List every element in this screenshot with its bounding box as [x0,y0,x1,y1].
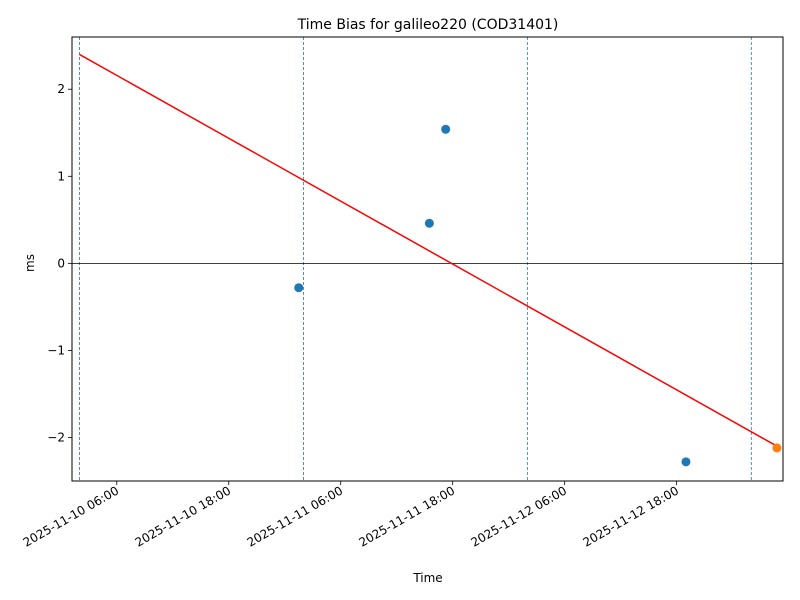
data-point [441,124,451,134]
data-point [681,457,691,467]
y-tick-label: 0 [57,256,65,270]
trend-line [79,53,778,447]
y-tick-label: −2 [47,430,65,444]
y-axis-label: ms [23,254,37,272]
y-tick-label: 1 [57,169,65,183]
data-point [424,218,434,228]
plot-area [72,37,783,481]
y-tick-label: 2 [57,82,65,96]
y-tick-label: −1 [47,343,65,357]
chart-title: Time Bias for galileo220 (COD31401) [297,17,559,33]
data-point [772,443,782,453]
x-axis-label: Time [412,571,442,585]
plot-frame [71,36,784,482]
data-point [294,283,304,293]
